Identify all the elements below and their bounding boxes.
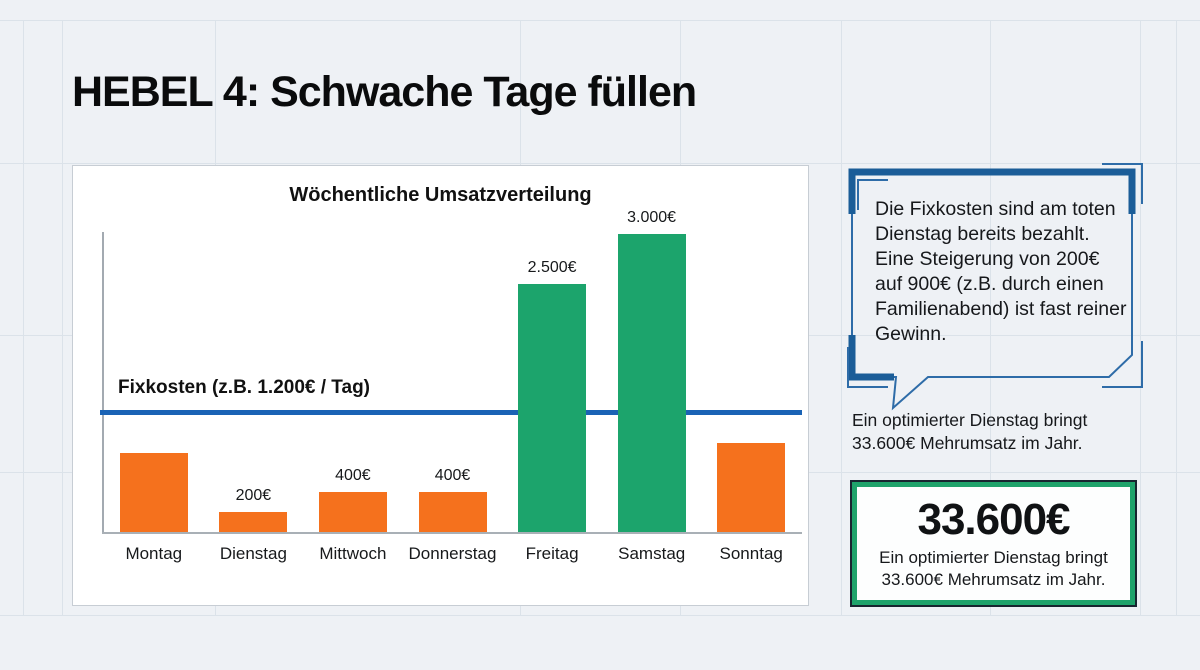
value-label-freitag: 2.500€ [527,259,577,276]
chart-card: Wöchentliche Umsatzverteilung Fixkosten … [72,165,809,606]
fixkosten-label: Fixkosten (z.B. 1.200€ / Tag) [118,377,371,398]
slide-title: HEBEL 4: Schwache Tage füllen [72,68,697,116]
grid-line [0,163,1200,164]
bar-samstag [617,234,686,532]
grid-line [1176,20,1177,616]
grid-line [62,20,63,616]
grid-line [0,615,1200,616]
bar-sonntag [717,443,786,532]
day-label-sonntag: Sonntag [719,544,783,563]
fixkosten-reference-line [100,410,802,415]
highlight-caption: Ein optimierter Dienstag bringt 33.600€ … [879,548,1108,589]
grid-line [1140,20,1141,616]
callout-caption: Ein optimierter Dienstag bringt 33.600€ … [852,410,1088,453]
bar-freitag [518,284,587,532]
day-label-dienstag: Dienstag [219,544,287,563]
grid-line [841,20,842,616]
day-label-mittwoch: Mittwoch [319,544,387,563]
day-label-samstag: Samstag [618,544,686,563]
highlight-box: 33.600€ Ein optimierter Dienstag bringt … [850,480,1137,607]
value-label-mittwoch: 400€ [335,467,371,484]
bar-dienstag [219,512,288,532]
bar-donnerstag [418,492,487,532]
value-label-donnerstag: 400€ [434,467,471,484]
grid-line [990,20,991,616]
highlight-box-inner: 33.600€ Ein optimierter Dienstag bringt … [852,482,1135,605]
callout-bubble[interactable]: Die Fixkosten sind am toten Dienstag ber… [845,158,1147,416]
x-axis-line [102,532,802,534]
day-label-freitag: Freitag [525,544,579,563]
bar-mittwoch [318,492,387,532]
chart-title: Wöchentliche Umsatzverteilung [289,184,592,206]
highlight-amount: 33.600€ [917,495,1070,544]
y-axis-line [102,232,104,534]
grid-line [0,20,1200,21]
day-label-donnerstag: Donnerstag [408,544,497,563]
callout-text: Die Fixkosten sind am toten Dienstag ber… [875,198,1127,345]
speech-bubble-frame-icon [847,163,1143,411]
value-label-samstag: 3.000€ [627,209,677,226]
bar-montag [119,453,188,532]
value-label-dienstag: 200€ [235,487,272,504]
day-label-montag: Montag [125,544,183,563]
grid-line [23,20,24,616]
